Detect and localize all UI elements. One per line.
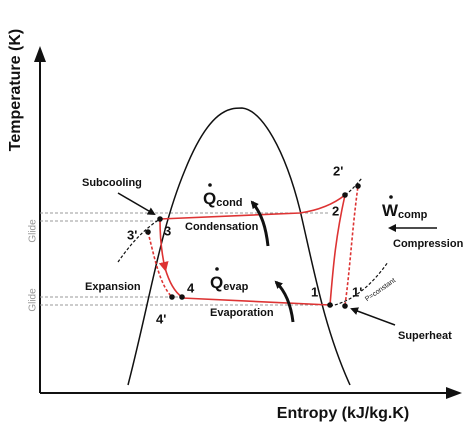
- q-evap: Qevap: [210, 273, 249, 292]
- dot: [215, 267, 219, 271]
- point-label: 2': [333, 163, 343, 178]
- glide-label: Glide: [28, 219, 39, 243]
- cycle: [147, 185, 359, 306]
- y-label: Temperature (K): [7, 29, 24, 151]
- condensation-label: Condensation: [185, 221, 259, 233]
- q-cond: Qcond: [203, 189, 243, 208]
- compression-label: Compression: [393, 238, 464, 250]
- point-label: 1': [352, 284, 362, 299]
- heat-arrows: [250, 200, 295, 323]
- dot: [389, 195, 393, 199]
- evaporation-label: Evaporation: [210, 307, 274, 319]
- x-arrow: [446, 387, 462, 399]
- point-label: 4: [187, 280, 195, 295]
- point-label: 1: [311, 284, 318, 299]
- w-comp: Wcomp: [382, 201, 428, 220]
- point-label: 3: [164, 223, 171, 238]
- point-label: 3': [127, 227, 137, 242]
- pointer-arrows: [117, 192, 437, 326]
- x-label: Entropy (kJ/kg.K): [277, 405, 409, 422]
- point-label: 2: [332, 203, 339, 218]
- y-arrow: [34, 46, 46, 62]
- dot: [208, 183, 212, 187]
- p-constant-label: P=constant: [364, 277, 397, 303]
- isobars: [117, 177, 389, 307]
- superheat-label: Superheat: [398, 330, 452, 342]
- state-points: [145, 183, 361, 309]
- saturation-dome: [127, 107, 351, 386]
- point-label: 4': [156, 311, 166, 326]
- subcooling-label: Subcooling: [82, 177, 142, 189]
- expansion-label: Expansion: [85, 281, 141, 293]
- glide-label: Glide: [28, 288, 39, 312]
